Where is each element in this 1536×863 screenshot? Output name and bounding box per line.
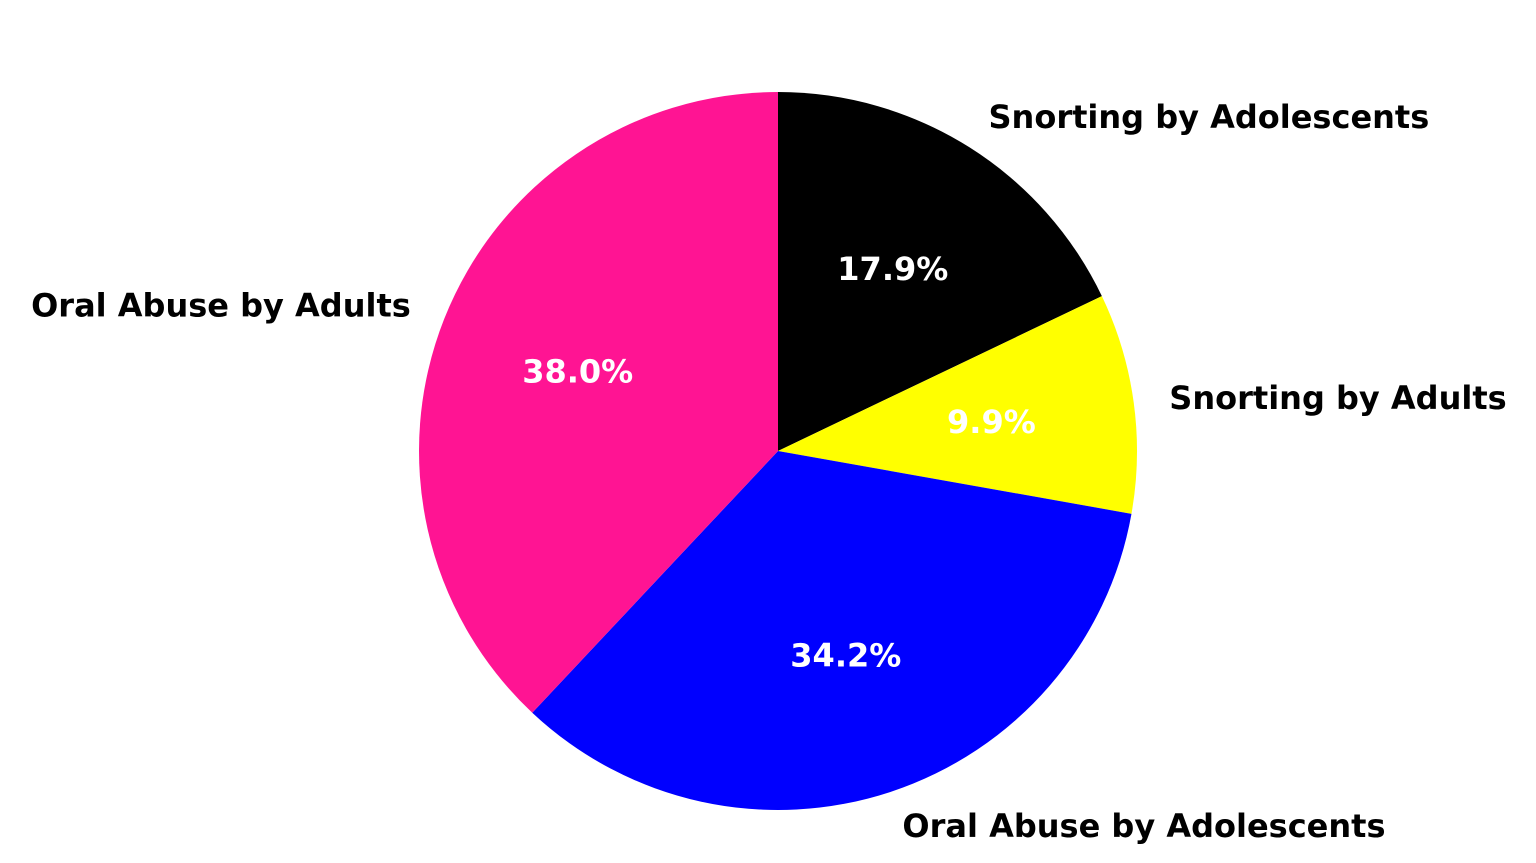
pie-slice-oral-abuse-by-adolescents [532, 451, 1132, 810]
pie-slice-oral-abuse-by-adults [419, 92, 778, 713]
category-label-snorting-by-adolescents: Snorting by Adolescents [989, 98, 1430, 136]
pct-label-snorting-by-adults: 9.9% [947, 403, 1036, 441]
pct-label-oral-abuse-by-adolescents: 34.2% [790, 636, 901, 674]
percentage-labels: 17.9% 9.9% 34.2% 38.0% [522, 250, 1036, 675]
pct-label-oral-abuse-by-adults: 38.0% [522, 353, 633, 391]
category-label-oral-abuse-by-adolescents: Oral Abuse by Adolescents [902, 807, 1385, 845]
pie-slice-snorting-by-adolescents [778, 91, 1102, 451]
category-label-oral-abuse-by-adults: Oral Abuse by Adults [31, 287, 411, 325]
pct-label-snorting-by-adolescents: 17.9% [837, 250, 948, 288]
pie-slice-snorting-by-adults [778, 296, 1138, 514]
pie-slices [419, 91, 1138, 810]
category-label-snorting-by-adults: Snorting by Adults [1169, 379, 1506, 417]
category-labels: Snorting by Adolescents Snorting by Adult… [31, 98, 1507, 845]
